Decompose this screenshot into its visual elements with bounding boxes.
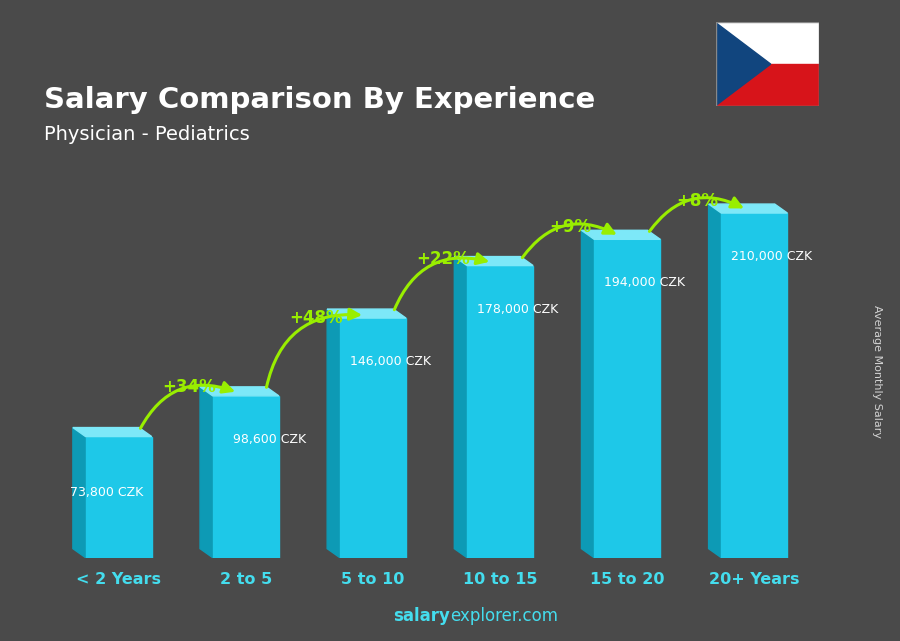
Polygon shape xyxy=(581,230,594,558)
Polygon shape xyxy=(454,256,533,265)
Polygon shape xyxy=(200,387,212,558)
Polygon shape xyxy=(86,437,152,558)
Text: 210,000 CZK: 210,000 CZK xyxy=(732,250,813,263)
Polygon shape xyxy=(340,318,406,558)
Text: salary: salary xyxy=(393,607,450,625)
Polygon shape xyxy=(200,387,279,396)
Polygon shape xyxy=(73,428,86,558)
Text: 98,600 CZK: 98,600 CZK xyxy=(233,433,306,445)
Polygon shape xyxy=(73,428,152,437)
Text: Physician - Pediatrics: Physician - Pediatrics xyxy=(44,125,250,144)
FancyArrowPatch shape xyxy=(266,309,359,387)
Text: Salary Comparison By Experience: Salary Comparison By Experience xyxy=(44,86,595,114)
Polygon shape xyxy=(328,309,340,558)
FancyArrowPatch shape xyxy=(650,197,741,231)
Text: +9%: +9% xyxy=(549,218,591,236)
Text: explorer.com: explorer.com xyxy=(450,607,558,625)
Polygon shape xyxy=(594,239,661,558)
Text: +22%: +22% xyxy=(416,251,470,269)
Polygon shape xyxy=(716,64,819,106)
FancyArrowPatch shape xyxy=(140,383,232,428)
Text: Average Monthly Salary: Average Monthly Salary xyxy=(872,305,883,438)
Text: 73,800 CZK: 73,800 CZK xyxy=(70,486,144,499)
Text: 146,000 CZK: 146,000 CZK xyxy=(350,355,431,368)
FancyArrowPatch shape xyxy=(394,254,486,310)
Text: 194,000 CZK: 194,000 CZK xyxy=(604,276,685,289)
Polygon shape xyxy=(716,22,770,106)
FancyArrowPatch shape xyxy=(522,224,614,258)
Polygon shape xyxy=(708,204,721,558)
Polygon shape xyxy=(716,22,819,64)
Polygon shape xyxy=(721,213,788,558)
Polygon shape xyxy=(328,309,406,318)
Polygon shape xyxy=(454,256,467,558)
Text: +34%: +34% xyxy=(162,378,216,396)
Text: +8%: +8% xyxy=(677,192,718,210)
Text: +48%: +48% xyxy=(289,309,343,327)
Polygon shape xyxy=(212,396,279,558)
Polygon shape xyxy=(708,204,788,213)
Text: 178,000 CZK: 178,000 CZK xyxy=(477,303,558,315)
Polygon shape xyxy=(467,265,533,558)
Polygon shape xyxy=(581,230,661,239)
